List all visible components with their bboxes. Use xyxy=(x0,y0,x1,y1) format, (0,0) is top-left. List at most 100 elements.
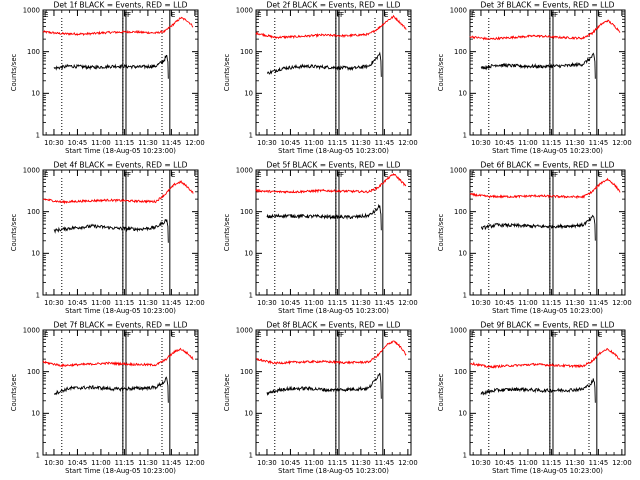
y-tick-label: 1000 xyxy=(236,166,253,174)
panel-3: Det 3f BLACK = Events, RED = LLD 1 10 100 10… xyxy=(437,1,632,156)
x-tick-label: 12:00 xyxy=(185,139,205,147)
y-axis-label: Counts/sec xyxy=(10,214,18,252)
x-tick-label: 10:30 xyxy=(471,459,491,467)
events-series-line xyxy=(53,219,169,243)
marker-label: E xyxy=(384,10,389,19)
x-tick-label: 11:30 xyxy=(138,139,158,147)
marker-label: E xyxy=(471,170,476,179)
y-tick-label: 100 xyxy=(454,48,467,56)
marker-label: F xyxy=(554,170,558,179)
marker-label: E xyxy=(257,170,262,179)
marker-label: E xyxy=(257,330,262,339)
y-tick-label: 100 xyxy=(27,368,40,376)
marker-label: F xyxy=(127,170,131,179)
panel-8: Det 8f BLACK = Events, RED = LLD 1 10 100 10… xyxy=(223,321,418,476)
y-tick-label: 100 xyxy=(27,48,40,56)
x-tick-label: 11:30 xyxy=(351,139,371,147)
x-tick-label: 11:30 xyxy=(138,459,158,467)
y-axis-label: Counts/sec xyxy=(223,54,231,92)
y-tick-label: 100 xyxy=(240,368,253,376)
panel-title: Det 1f BLACK = Events, RED = LLD xyxy=(54,1,188,10)
x-tick-label: 10:30 xyxy=(44,299,64,307)
x-tick-label: 12:00 xyxy=(612,299,632,307)
x-tick-label: 11:00 xyxy=(304,139,324,147)
x-tick-label: 11:00 xyxy=(518,139,538,147)
events-series-line xyxy=(480,214,596,241)
y-tick-label: 10 xyxy=(244,90,253,98)
x-tick-label: 10:45 xyxy=(68,299,88,307)
x-tick-label: 10:30 xyxy=(257,459,277,467)
marker-label: E xyxy=(44,170,49,179)
x-tick-label: 11:45 xyxy=(589,139,609,147)
x-tick-label: 10:45 xyxy=(495,139,515,147)
y-tick-label: 1000 xyxy=(236,326,253,334)
x-tick-label: 10:30 xyxy=(471,139,491,147)
y-tick-label: 1 xyxy=(249,131,253,139)
x-tick-label: 10:45 xyxy=(495,459,515,467)
lld-series-line xyxy=(42,347,194,368)
y-axis-label: Counts/sec xyxy=(437,54,445,92)
y-tick-label: 10 xyxy=(458,250,467,258)
x-tick-label: 10:30 xyxy=(44,139,64,147)
x-tick-label: 11:15 xyxy=(328,459,348,467)
y-tick-label: 100 xyxy=(240,208,253,216)
events-series-line xyxy=(266,203,382,231)
panel-title: Det 9f BLACK = Events, RED = LLD xyxy=(481,321,615,330)
y-tick-label: 1000 xyxy=(23,326,40,334)
y-tick-label: 10 xyxy=(244,410,253,418)
x-tick-label: 12:00 xyxy=(612,459,632,467)
events-series-line xyxy=(53,54,169,79)
x-tick-label: 11:45 xyxy=(375,299,395,307)
marker-label: E xyxy=(598,10,603,19)
x-tick-label: 11:00 xyxy=(91,139,111,147)
y-tick-label: 1 xyxy=(36,291,40,299)
panel-7: Det 7f BLACK = Events, RED = LLD 1 10 100 10… xyxy=(10,321,205,476)
y-tick-label: 1 xyxy=(463,291,467,299)
lld-series-line xyxy=(42,180,194,205)
y-tick-label: 100 xyxy=(27,208,40,216)
marker-label: E xyxy=(598,330,603,339)
x-tick-label: 11:30 xyxy=(138,299,158,307)
y-tick-label: 1000 xyxy=(450,6,467,14)
y-axis-label: Counts/sec xyxy=(10,374,18,412)
panel-title: Det 2f BLACK = Events, RED = LLD xyxy=(267,1,401,10)
y-tick-label: 1 xyxy=(249,291,253,299)
x-tick-label: 11:45 xyxy=(375,139,395,147)
marker-label: E xyxy=(44,10,49,19)
marker-label: F xyxy=(554,10,558,19)
panel-2: Det 2f BLACK = Events, RED = LLD 1 10 100 10… xyxy=(223,1,418,156)
x-tick-label: 11:30 xyxy=(565,139,585,147)
marker-label: E xyxy=(171,10,176,19)
x-tick-label: 11:00 xyxy=(518,459,538,467)
x-tick-label: 11:15 xyxy=(542,459,562,467)
x-tick-label: 11:00 xyxy=(304,299,324,307)
events-series-line xyxy=(267,51,382,77)
x-tick-label: 10:45 xyxy=(68,139,88,147)
marker-label: F xyxy=(340,170,344,179)
x-tick-label: 11:15 xyxy=(328,299,348,307)
x-tick-label: 11:00 xyxy=(91,299,111,307)
events-series-line xyxy=(54,376,169,403)
y-tick-label: 1000 xyxy=(23,166,40,174)
panel-9: Det 9f BLACK = Events, RED = LLD 1 10 100 10… xyxy=(437,321,632,476)
panel-5: Det 5f BLACK = Events, RED = LLD 1 10 100 10… xyxy=(223,161,418,316)
y-tick-label: 1 xyxy=(463,451,467,459)
x-tick-label: 11:15 xyxy=(542,139,562,147)
marker-label: E xyxy=(44,330,49,339)
x-axis-label: Start Time (18-Aug-05 10:23:00) xyxy=(65,307,176,315)
marker-label: E xyxy=(598,170,603,179)
marker-label: F xyxy=(127,330,131,339)
panel-1: Det 1f BLACK = Events, RED = LLD 1 10 100 10… xyxy=(10,1,205,156)
x-tick-label: 11:15 xyxy=(115,459,135,467)
x-tick-label: 11:30 xyxy=(351,299,371,307)
y-axis-label: Counts/sec xyxy=(437,214,445,252)
lld-series-line xyxy=(469,177,621,200)
x-axis-label: Start Time (18-Aug-05 10:23:00) xyxy=(492,147,603,155)
x-tick-label: 11:15 xyxy=(115,139,135,147)
panel-4: Det 4f BLACK = Events, RED = LLD 1 10 100 10… xyxy=(10,161,205,316)
marker-label: E xyxy=(257,10,262,19)
marker-label: F xyxy=(554,330,558,339)
x-tick-label: 11:15 xyxy=(328,139,348,147)
y-tick-label: 1000 xyxy=(450,166,467,174)
